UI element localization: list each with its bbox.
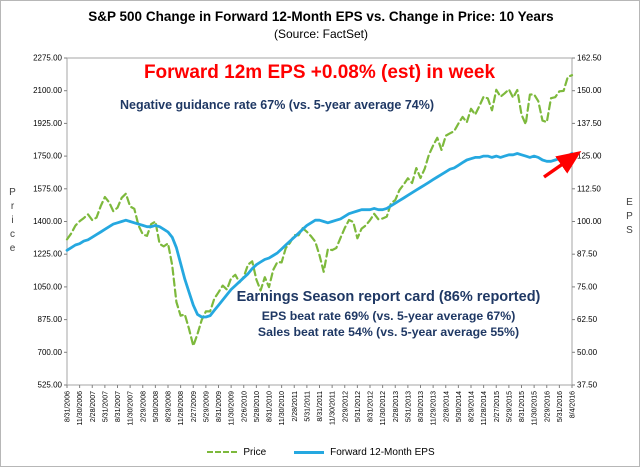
svg-text:8/31/2015: 8/31/2015 (519, 391, 526, 422)
svg-text:112.50: 112.50 (577, 184, 601, 193)
svg-text:1225.00: 1225.00 (33, 250, 62, 259)
svg-text:87.50: 87.50 (577, 250, 598, 259)
svg-text:5/28/2010: 5/28/2010 (254, 391, 261, 422)
legend-label-price: Price (243, 446, 267, 458)
svg-text:1575.00: 1575.00 (33, 184, 62, 193)
svg-text:875.00: 875.00 (38, 315, 63, 324)
svg-text:525.00: 525.00 (38, 381, 63, 390)
svg-text:2/29/2012: 2/29/2012 (342, 391, 349, 422)
svg-text:1925.00: 1925.00 (33, 119, 62, 128)
svg-text:5/30/2014: 5/30/2014 (456, 391, 463, 422)
svg-text:8/4/2016: 8/4/2016 (570, 391, 577, 418)
svg-text:700.00: 700.00 (38, 348, 63, 357)
svg-text:8/31/2009: 8/31/2009 (216, 391, 223, 422)
svg-text:8/31/2006: 8/31/2006 (65, 391, 72, 422)
svg-text:11/28/2014: 11/28/2014 (481, 391, 488, 426)
svg-text:11/30/2011: 11/30/2011 (330, 391, 337, 425)
svg-text:62.50: 62.50 (577, 315, 598, 324)
svg-text:2/28/2011: 2/28/2011 (292, 391, 299, 422)
svg-text:162.50: 162.50 (577, 54, 602, 63)
svg-text:50.00: 50.00 (577, 348, 598, 357)
legend-item-eps: Forward 12-Month EPS (294, 447, 435, 458)
svg-text:2/28/2013: 2/28/2013 (393, 391, 400, 422)
svg-text:8/31/2012: 8/31/2012 (368, 391, 375, 422)
chart-title: S&P 500 Change in Forward 12-Month EPS v… (88, 9, 554, 24)
svg-text:1050.00: 1050.00 (33, 282, 62, 291)
left-axis-title: Price (7, 187, 18, 257)
svg-text:2/28/2014: 2/28/2014 (443, 391, 450, 422)
svg-text:1750.00: 1750.00 (33, 152, 62, 161)
svg-text:11/30/2012: 11/30/2012 (380, 391, 387, 426)
svg-text:11/29/2013: 11/29/2013 (431, 391, 438, 426)
svg-text:2100.00: 2100.00 (33, 86, 62, 95)
legend-label-eps: Forward 12-Month EPS (330, 446, 435, 458)
svg-text:2/28/2007: 2/28/2007 (90, 391, 97, 422)
svg-text:11/28/2008: 11/28/2008 (178, 391, 185, 426)
svg-text:8/29/2008: 8/29/2008 (166, 391, 173, 422)
svg-text:5/31/2007: 5/31/2007 (102, 391, 109, 422)
svg-text:100.00: 100.00 (577, 217, 602, 226)
svg-text:11/30/2015: 11/30/2015 (532, 391, 539, 426)
svg-text:2/29/2008: 2/29/2008 (140, 391, 147, 422)
svg-text:5/31/2011: 5/31/2011 (304, 391, 311, 422)
svg-text:2/27/2015: 2/27/2015 (494, 391, 501, 422)
svg-text:11/30/2007: 11/30/2007 (128, 391, 135, 426)
svg-text:2/26/2010: 2/26/2010 (241, 391, 248, 422)
svg-text:150.00: 150.00 (577, 86, 602, 95)
svg-text:5/31/2012: 5/31/2012 (355, 391, 362, 422)
svg-text:11/30/2010: 11/30/2010 (279, 391, 286, 426)
eps-line-sample-icon (294, 450, 325, 454)
svg-text:137.50: 137.50 (577, 119, 602, 128)
svg-text:5/30/2008: 5/30/2008 (153, 391, 160, 422)
svg-text:75.00: 75.00 (577, 282, 598, 291)
svg-text:5/31/2016: 5/31/2016 (557, 391, 564, 422)
chart-source-subtitle: (Source: FactSet) (273, 27, 369, 41)
svg-text:5/31/2013: 5/31/2013 (405, 391, 412, 422)
svg-text:37.50: 37.50 (577, 381, 598, 390)
price-line-sample-icon (207, 451, 238, 453)
svg-text:11/30/2009: 11/30/2009 (229, 391, 236, 426)
svg-text:2/29/2016: 2/29/2016 (544, 391, 551, 422)
svg-text:8/29/2014: 8/29/2014 (469, 391, 476, 422)
legend-item-price: Price (207, 447, 266, 458)
svg-text:11/30/2006: 11/30/2006 (77, 391, 84, 426)
svg-text:5/29/2009: 5/29/2009 (203, 391, 210, 422)
svg-text:1400.00: 1400.00 (33, 217, 62, 226)
right-axis-title: EPS (624, 197, 635, 239)
svg-text:5/29/2015: 5/29/2015 (506, 391, 513, 422)
svg-text:2275.00: 2275.00 (33, 54, 62, 63)
svg-text:8/31/2011: 8/31/2011 (317, 391, 324, 422)
legend: Price Forward 12-Month EPS (1, 442, 639, 462)
svg-text:2/27/2009: 2/27/2009 (191, 391, 198, 422)
svg-text:8/31/2007: 8/31/2007 (115, 391, 122, 422)
svg-text:8/31/2010: 8/31/2010 (267, 391, 274, 422)
svg-text:125.00: 125.00 (577, 152, 602, 161)
svg-text:8/30/2013: 8/30/2013 (418, 391, 425, 422)
